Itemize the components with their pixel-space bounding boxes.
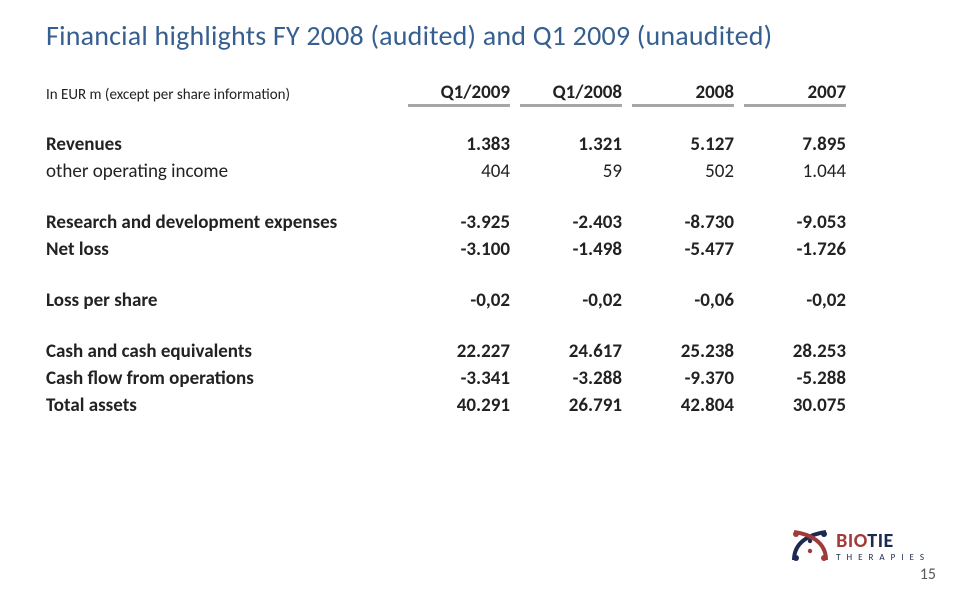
page-number: 15: [920, 565, 936, 584]
col-header: 2007: [734, 81, 846, 104]
row-value: 24.617: [510, 338, 622, 365]
row-value: -3.925: [398, 209, 510, 236]
row-label: Cash flow from operations: [46, 365, 398, 392]
row-value: 40.291: [398, 392, 510, 419]
row-value: 7.895: [734, 131, 846, 158]
section-gap: [46, 263, 846, 287]
logo-prefix: BIO: [836, 529, 867, 553]
table-row: Revenues1.3831.3215.1277.895: [46, 131, 846, 158]
brand-logo: BIOTIE THERAPIES: [788, 526, 930, 566]
row-value: -5.477: [622, 236, 734, 263]
row-value: 404: [398, 158, 510, 185]
col-header: 2008: [622, 81, 734, 104]
row-label: Research and development expenses: [46, 209, 398, 236]
row-value: -1.726: [734, 236, 846, 263]
row-value: -3.341: [398, 365, 510, 392]
table-row: Loss per share-0,02-0,02-0,06-0,02: [46, 287, 846, 314]
section-gap: [46, 314, 846, 338]
row-value: 502: [622, 158, 734, 185]
table-header-row: In EUR m (except per share information) …: [46, 81, 846, 104]
row-value: -9.370: [622, 365, 734, 392]
row-value: -0,06: [622, 287, 734, 314]
row-value: -0,02: [734, 287, 846, 314]
row-label: Total assets: [46, 392, 398, 419]
row-label: Net loss: [46, 236, 398, 263]
table-row: other operating income404595021.044: [46, 158, 846, 185]
row-value: -1.498: [510, 236, 622, 263]
row-value: -8.730: [622, 209, 734, 236]
row-value: 26.791: [510, 392, 622, 419]
row-value: -9.053: [734, 209, 846, 236]
logo-wordmark: BIOTIE: [836, 531, 930, 551]
row-value: 22.227: [398, 338, 510, 365]
logo-suffix: TIE: [867, 529, 894, 553]
logo-subtext: THERAPIES: [836, 553, 930, 562]
section-gap: [46, 185, 846, 209]
row-value: -3.100: [398, 236, 510, 263]
row-value: 1.321: [510, 131, 622, 158]
row-value: -0,02: [398, 287, 510, 314]
row-value: -5.288: [734, 365, 846, 392]
section-gap: [46, 107, 846, 131]
row-value: -2.403: [510, 209, 622, 236]
table-row: Cash flow from operations-3.341-3.288-9.…: [46, 365, 846, 392]
table-row: Net loss-3.100-1.498-5.477-1.726: [46, 236, 846, 263]
row-label: other operating income: [46, 158, 398, 185]
col-header: Q1/2009: [398, 81, 510, 104]
row-value: -0,02: [510, 287, 622, 314]
table-row: Research and development expenses-3.925-…: [46, 209, 846, 236]
table-row: Total assets40.29126.79142.80430.075: [46, 392, 846, 419]
row-value: 28.253: [734, 338, 846, 365]
row-value: 1.383: [398, 131, 510, 158]
row-value: 25.238: [622, 338, 734, 365]
table-row: Cash and cash equivalents22.22724.61725.…: [46, 338, 846, 365]
col-header: Q1/2008: [510, 81, 622, 104]
row-label: Loss per share: [46, 287, 398, 314]
row-label: Revenues: [46, 131, 398, 158]
logo-mark-icon: [788, 526, 832, 566]
unit-note: In EUR m (except per share information): [46, 81, 398, 104]
page-title: Financial highlights FY 2008 (audited) a…: [46, 18, 914, 53]
row-value: 30.075: [734, 392, 846, 419]
row-value: -3.288: [510, 365, 622, 392]
row-value: 59: [510, 158, 622, 185]
row-value: 5.127: [622, 131, 734, 158]
financial-table: In EUR m (except per share information) …: [46, 81, 846, 419]
row-value: 1.044: [734, 158, 846, 185]
row-value: 42.804: [622, 392, 734, 419]
row-label: Cash and cash equivalents: [46, 338, 398, 365]
